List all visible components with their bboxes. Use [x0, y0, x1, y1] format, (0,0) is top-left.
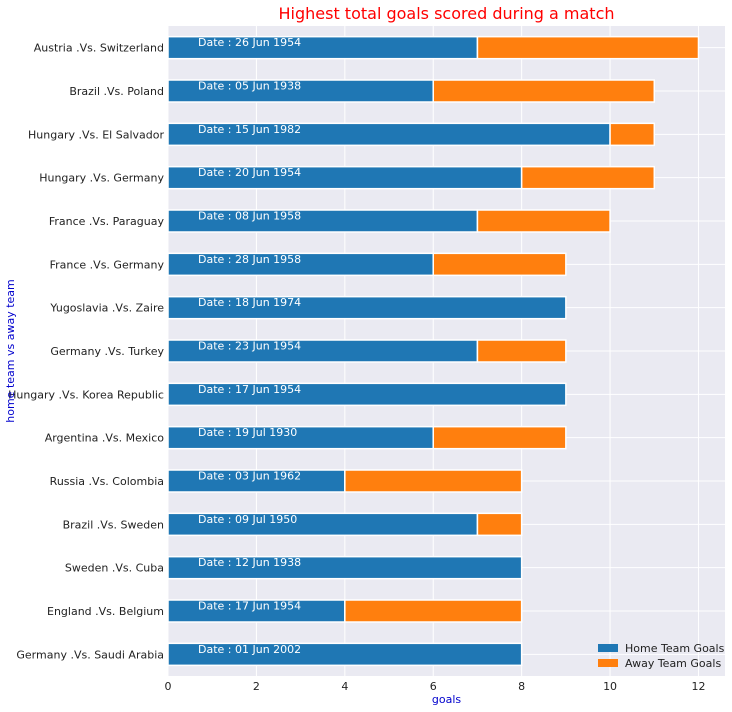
category-label: England .Vs. Belgium [47, 605, 164, 618]
home-goals-bar [167, 642, 523, 667]
category-label: Yugoslavia .Vs. Zaire [49, 302, 164, 315]
away-goals-bar [476, 339, 567, 363]
legend-label-away: Away Team Goals [625, 657, 721, 670]
legend-label-home: Home Team Goals [625, 642, 725, 655]
x-axis-label: goals [432, 693, 462, 706]
x-tick-label: 4 [341, 680, 348, 693]
match-date-label: Date : 20 Jun 1954 [198, 166, 301, 179]
match-date-label: Date : 03 Jun 1962 [198, 470, 301, 483]
legend-swatch-away [598, 659, 618, 667]
chart-title: Highest total goals scored during a matc… [278, 4, 614, 23]
category-label: Hungary .Vs. El Salvador [28, 128, 164, 141]
y-tick-labels: Austria .Vs. Switzerland Brazil .Vs. Pola… [8, 42, 164, 662]
match-date-label: Date : 05 Jun 1938 [198, 80, 301, 93]
match-date-label: Date : 17 Jun 1954 [198, 383, 301, 396]
category-label: Germany .Vs. Turkey [50, 345, 164, 358]
category-label: Hungary .Vs. Germany [39, 172, 164, 185]
category-label: Hungary .Vs. Korea Republic [8, 388, 164, 401]
y-axis-label: home team vs away team [4, 279, 17, 422]
x-tick-label: 12 [691, 680, 705, 693]
category-label: France .Vs. Paraguay [49, 215, 165, 228]
match-date-label: Date : 23 Jun 1954 [198, 340, 301, 353]
match-date-label: Date : 17 Jun 1954 [198, 600, 301, 613]
away-goals-bar [609, 122, 656, 147]
home-goals-bar [167, 295, 567, 320]
category-label: Brazil .Vs. Poland [69, 85, 164, 98]
x-tick-label: 2 [253, 680, 260, 693]
x-tick-label: 10 [603, 680, 617, 693]
match-date-label: Date : 01 Jun 2002 [198, 643, 301, 656]
match-date-label: Date : 26 Jun 1954 [198, 36, 301, 49]
x-tick-labels: 0 2 4 6 8 10 12 [165, 680, 706, 693]
home-goals-bar [167, 382, 567, 407]
category-label: Argentina .Vs. Mexico [45, 432, 165, 445]
category-label: Brazil .Vs. Sweden [63, 518, 164, 531]
away-goals-bar [432, 252, 567, 277]
category-label: Russia .Vs. Colombia [50, 475, 164, 488]
x-tick-label: 6 [430, 680, 437, 693]
category-label: Germany .Vs. Saudi Arabia [16, 648, 164, 661]
match-date-label: Date : 19 Jul 1930 [198, 426, 297, 439]
category-label: Austria .Vs. Switzerland [34, 42, 164, 55]
x-tick-label: 8 [518, 680, 525, 693]
match-date-label: Date : 09 Jul 1950 [198, 513, 297, 526]
legend-swatch-home [598, 644, 618, 652]
category-label: France .Vs. Germany [50, 258, 165, 271]
away-goals-bar [344, 469, 523, 493]
match-date-label: Date : 28 Jun 1958 [198, 253, 301, 266]
away-goals-bar [432, 79, 656, 103]
category-label: Sweden .Vs. Cuba [65, 562, 164, 575]
home-goals-bar [167, 555, 523, 580]
bars: Date : 26 Jun 1954 Date : 05 Jun 1938 Date… [167, 35, 700, 667]
away-goals-bar [476, 512, 523, 537]
away-goals-bar [520, 165, 656, 190]
away-goals-bar [344, 599, 523, 623]
match-date-label: Date : 12 Jun 1938 [198, 556, 301, 569]
match-date-label: Date : 08 Jun 1958 [198, 210, 301, 223]
away-goals-bar [476, 209, 611, 233]
away-goals-bar [432, 425, 567, 450]
match-date-label: Date : 18 Jun 1974 [198, 296, 301, 309]
legend: Home Team Goals Away Team Goals [598, 642, 725, 670]
match-date-label: Date : 15 Jun 1982 [198, 123, 301, 136]
away-goals-bar [476, 35, 700, 60]
x-tick-label: 0 [165, 680, 172, 693]
